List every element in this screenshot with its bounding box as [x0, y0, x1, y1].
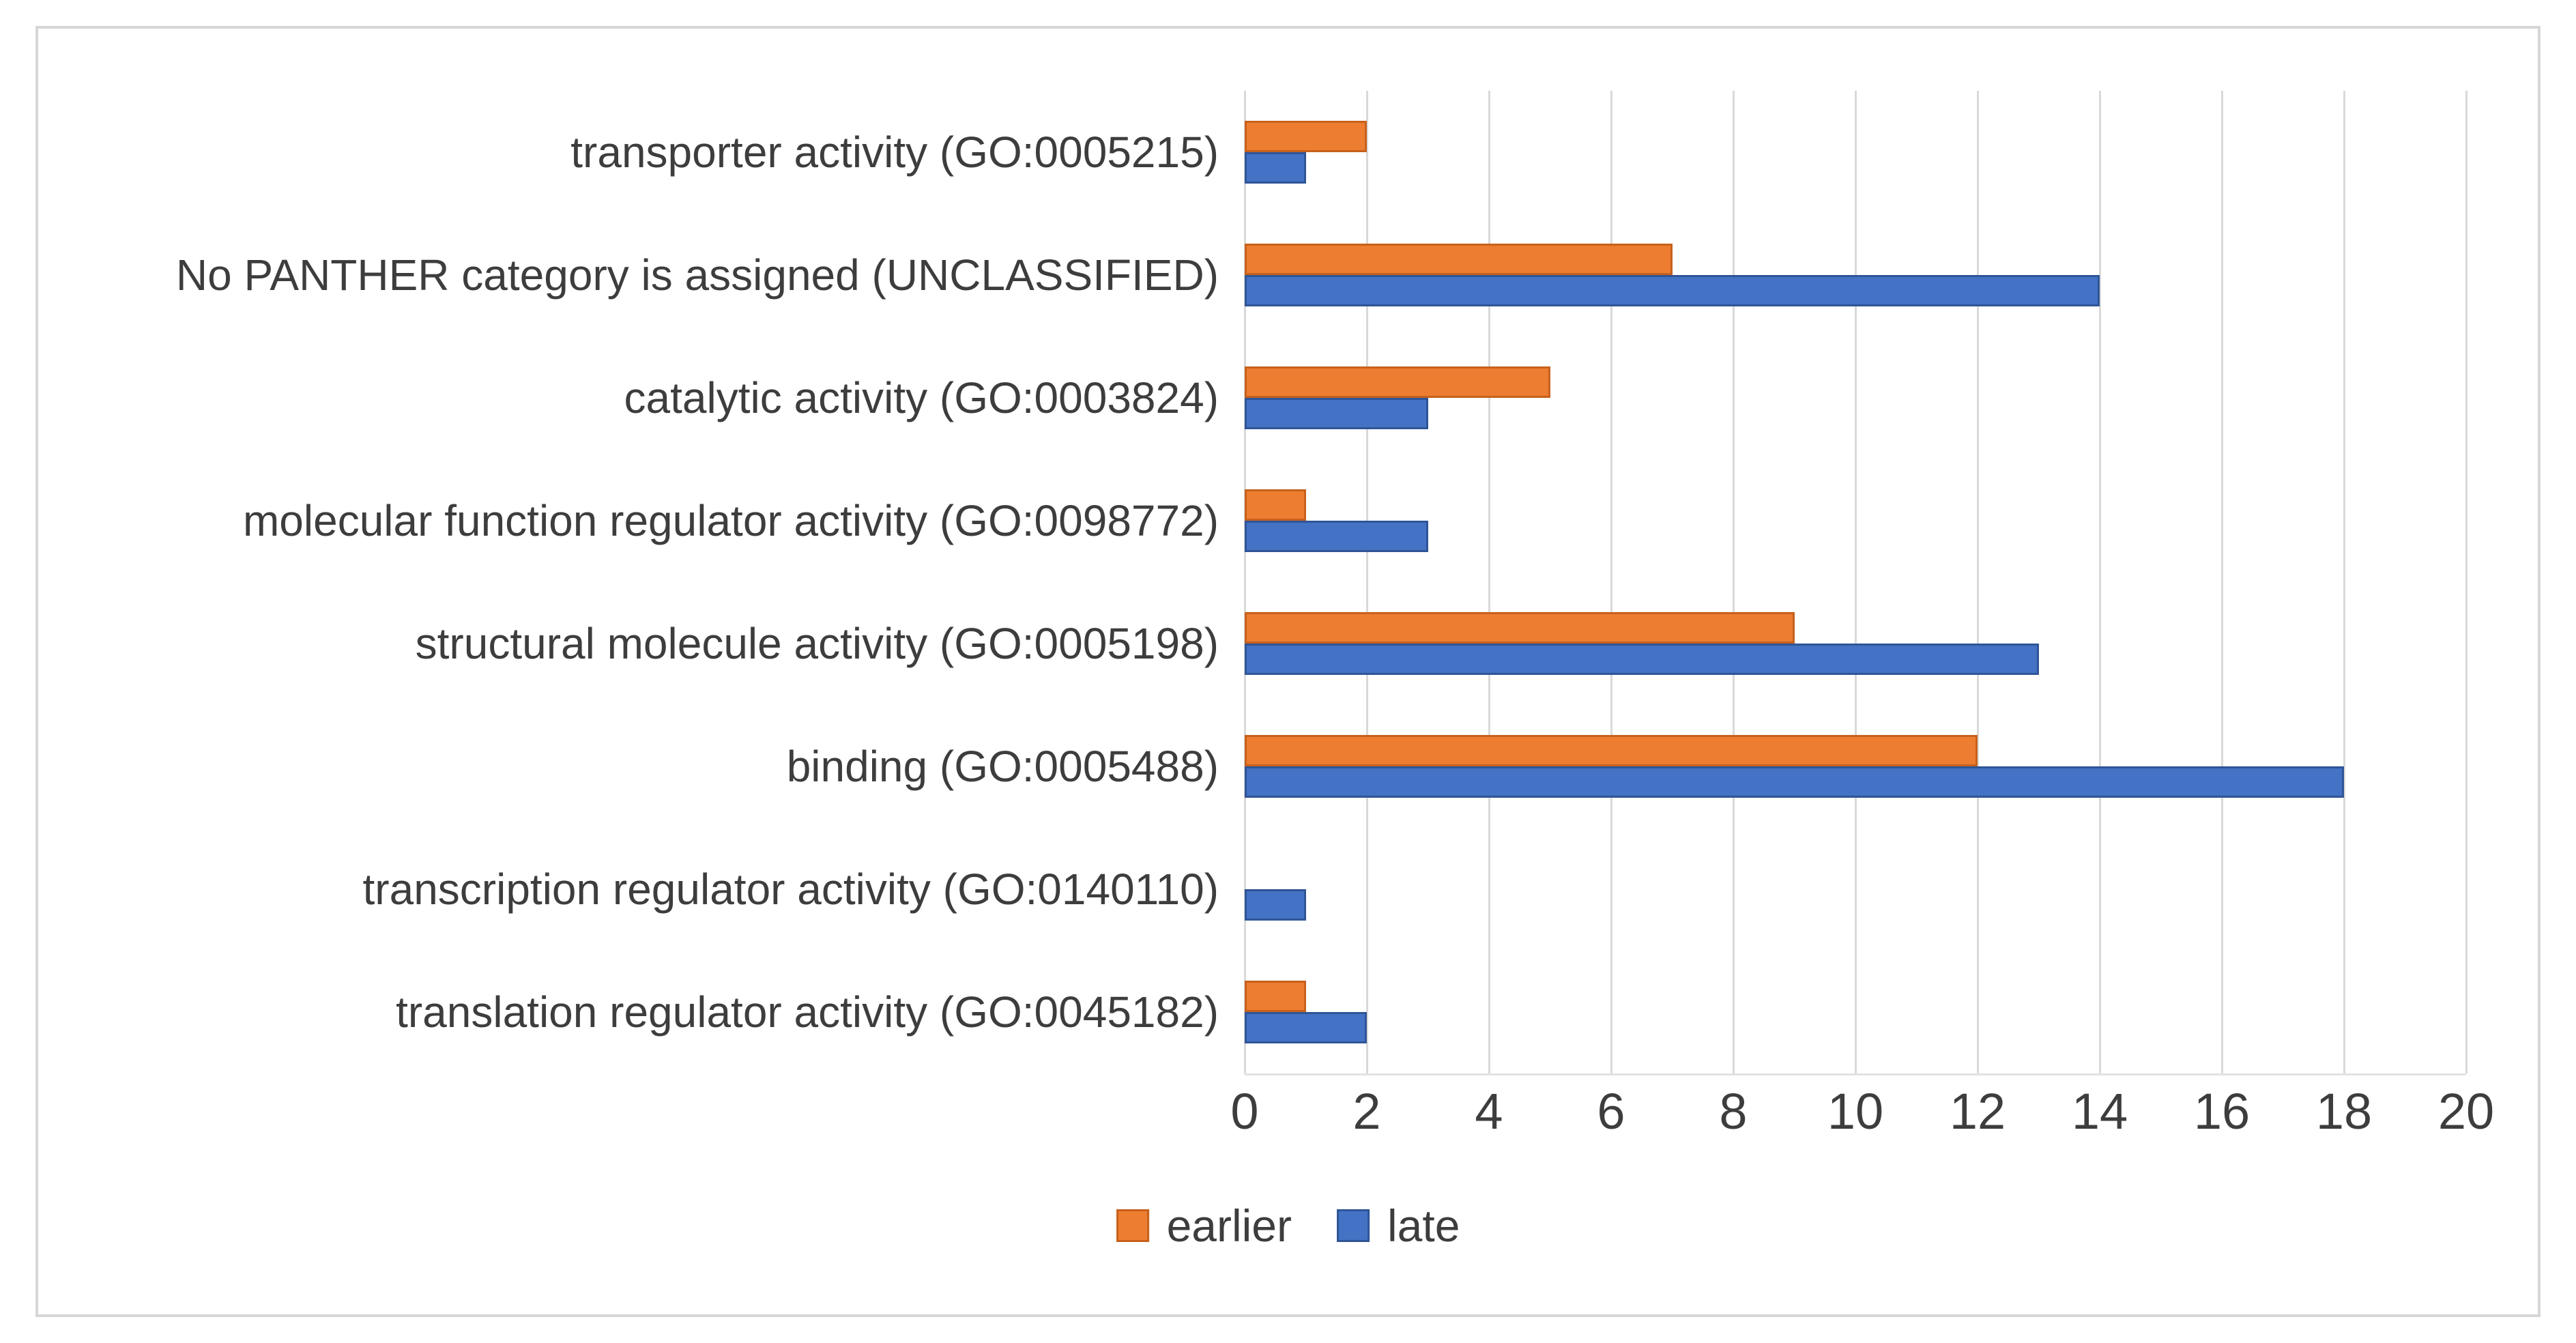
plot-area [1244, 91, 2468, 1075]
gridline-x-8 [1733, 91, 1735, 1073]
bar-late-row-6 [1245, 889, 1306, 921]
gridline-x-12 [1977, 91, 1979, 1073]
legend-item-late: late [1336, 1200, 1460, 1252]
bar-earlier-row-1 [1245, 244, 1673, 275]
category-label: catalytic activity (GO:0003824) [624, 373, 1219, 422]
gridline-x-18 [2343, 91, 2345, 1073]
bar-late-row-2 [1245, 398, 1428, 429]
bar-earlier-row-4 [1245, 612, 1795, 644]
x-tick-label-12: 12 [1949, 1083, 2006, 1140]
gridline-x-2 [1366, 91, 1368, 1073]
gridline-x-6 [1610, 91, 1612, 1073]
x-tick-label-6: 6 [1597, 1083, 1625, 1140]
category-axis-labels: transporter activity (GO:0005215) No PANT… [55, 91, 1219, 1073]
category-label: No PANTHER category is assigned (UNCLASS… [175, 250, 1219, 300]
legend-label: late [1387, 1200, 1460, 1251]
bar-earlier-row-2 [1245, 366, 1550, 398]
gridline-x-10 [1855, 91, 1857, 1073]
x-tick-label-10: 10 [1827, 1083, 1884, 1140]
bar-earlier-row-0 [1245, 121, 1367, 152]
legend-swatch-icon [1336, 1209, 1370, 1242]
gridline-x-14 [2099, 91, 2101, 1073]
category-label: transcription regulator activity (GO:014… [362, 865, 1219, 914]
x-tick-label-18: 18 [2315, 1083, 2373, 1140]
x-tick-label-4: 4 [1475, 1083, 1503, 1140]
x-tick-label-16: 16 [2193, 1083, 2251, 1140]
category-label: translation regulator activity (GO:00451… [396, 987, 1219, 1037]
bar-earlier-row-3 [1245, 489, 1306, 521]
bar-late-row-3 [1245, 521, 1428, 552]
bar-late-row-1 [1245, 275, 2100, 306]
gridline-x-0 [1244, 91, 1246, 1073]
x-tick-label-0: 0 [1230, 1083, 1259, 1140]
legend-swatch-icon [1116, 1209, 1149, 1242]
legend-label: earlier [1166, 1200, 1292, 1251]
bar-late-row-4 [1245, 644, 2039, 675]
category-label: binding (GO:0005488) [786, 742, 1219, 791]
category-label: transporter activity (GO:0005215) [570, 128, 1219, 177]
legend-item-earlier: earlier [1116, 1200, 1292, 1252]
gridline-x-4 [1488, 91, 1490, 1073]
x-tick-label-8: 8 [1719, 1083, 1748, 1140]
chart-legend: earlier late [1116, 1200, 1460, 1252]
gridline-x-20 [2465, 91, 2468, 1073]
bar-earlier-row-7 [1245, 981, 1306, 1012]
x-tick-label-20: 20 [2437, 1083, 2495, 1140]
x-tick-label-14: 14 [2071, 1083, 2128, 1140]
category-label: molecular function regulator activity (G… [242, 496, 1219, 545]
bar-late-row-7 [1245, 1012, 1367, 1043]
bar-late-row-5 [1245, 766, 2344, 798]
bar-earlier-row-5 [1245, 735, 1978, 766]
bar-late-row-0 [1245, 152, 1306, 184]
x-tick-label-2: 2 [1352, 1083, 1381, 1140]
category-label: structural molecule activity (GO:0005198… [415, 619, 1219, 668]
gridline-x-16 [2221, 91, 2223, 1073]
